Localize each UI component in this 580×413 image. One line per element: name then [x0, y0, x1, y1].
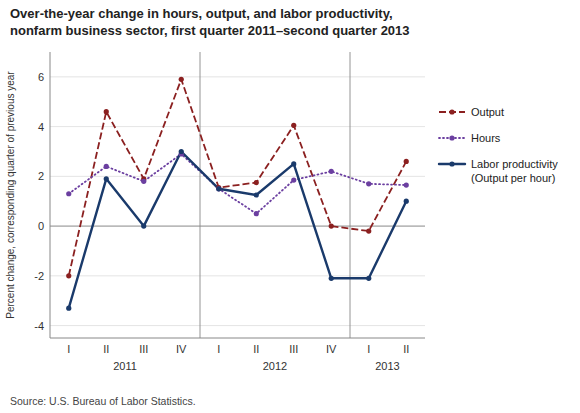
point [216, 186, 221, 191]
point [366, 228, 371, 233]
point [404, 159, 409, 164]
y-tick-label: -2 [34, 270, 44, 282]
legend-label: Output [471, 106, 504, 118]
x-tick-label: II [103, 343, 109, 355]
point [366, 181, 371, 186]
point [291, 177, 296, 182]
grid-line [50, 325, 425, 326]
point [404, 182, 409, 187]
point [404, 199, 409, 204]
year-separator [200, 52, 201, 338]
legend-label-line: Output [471, 106, 504, 118]
point [179, 77, 184, 82]
legend-marker [449, 135, 454, 140]
point [329, 276, 334, 281]
legend-label-line: Hours [471, 132, 501, 144]
x-tick-label: I [67, 343, 70, 355]
y-tick-label: 0 [38, 220, 44, 232]
point [329, 169, 334, 174]
year-separator [350, 52, 351, 338]
point [254, 192, 259, 197]
point [104, 176, 109, 181]
title: Over-the-year change in hours, output, a… [10, 6, 393, 21]
point [66, 306, 71, 311]
point [66, 191, 71, 196]
point [291, 123, 296, 128]
point [329, 223, 334, 228]
series-line [69, 79, 407, 275]
x-tick-label: IV [326, 343, 337, 355]
subtitle: nonfarm business sector, first quarter 2… [10, 23, 410, 38]
point [141, 223, 146, 228]
point [216, 186, 221, 191]
x-tick-label: III [289, 343, 298, 355]
source: Source: U.S. Bureau of Labor Statistics. [10, 395, 196, 407]
legend-label: Hours [471, 132, 501, 144]
point [254, 180, 259, 185]
y-axis-label: Percent change, corresponding quarter of… [5, 71, 16, 319]
x-axis-line [50, 338, 425, 339]
y-axis-line [50, 52, 51, 338]
series-line [69, 151, 407, 308]
grid-line [50, 126, 425, 127]
x-tick-label: I [367, 343, 370, 355]
point [254, 211, 259, 216]
y-tick-label: 2 [38, 170, 44, 182]
legend-label-line: Labor productivity [471, 158, 558, 170]
point [366, 276, 371, 281]
x-tick-label: III [139, 343, 148, 355]
year-label: 2012 [263, 360, 287, 372]
legend-marker [449, 161, 454, 166]
year-label: 2013 [375, 360, 399, 372]
point [141, 179, 146, 184]
x-tick-label: II [403, 343, 409, 355]
series-line [69, 154, 407, 214]
legend: Output Hours Labor productivity (Output per… [439, 106, 558, 184]
point [179, 149, 184, 154]
point [104, 109, 109, 114]
x-tick-label: I [217, 343, 220, 355]
year-label: 2011 [113, 360, 137, 372]
zero-line [50, 226, 425, 227]
y-tick-label: 4 [38, 121, 44, 133]
grid [50, 77, 425, 326]
point [291, 161, 296, 166]
legend-marker [449, 109, 454, 114]
y-tick-label: 6 [38, 71, 44, 83]
point [66, 273, 71, 278]
legend-label-line: (Output per hour) [471, 172, 555, 184]
point [104, 164, 109, 169]
y-tick-label: -4 [34, 320, 44, 332]
chart: Over-the-year change in hours, output, a… [0, 0, 580, 413]
plot-area [66, 77, 409, 311]
legend-label: Labor productivity (Output per hour) [471, 158, 558, 184]
x-tick-label: IV [176, 343, 187, 355]
grid-line [50, 76, 425, 77]
x-tick-label: II [253, 343, 259, 355]
